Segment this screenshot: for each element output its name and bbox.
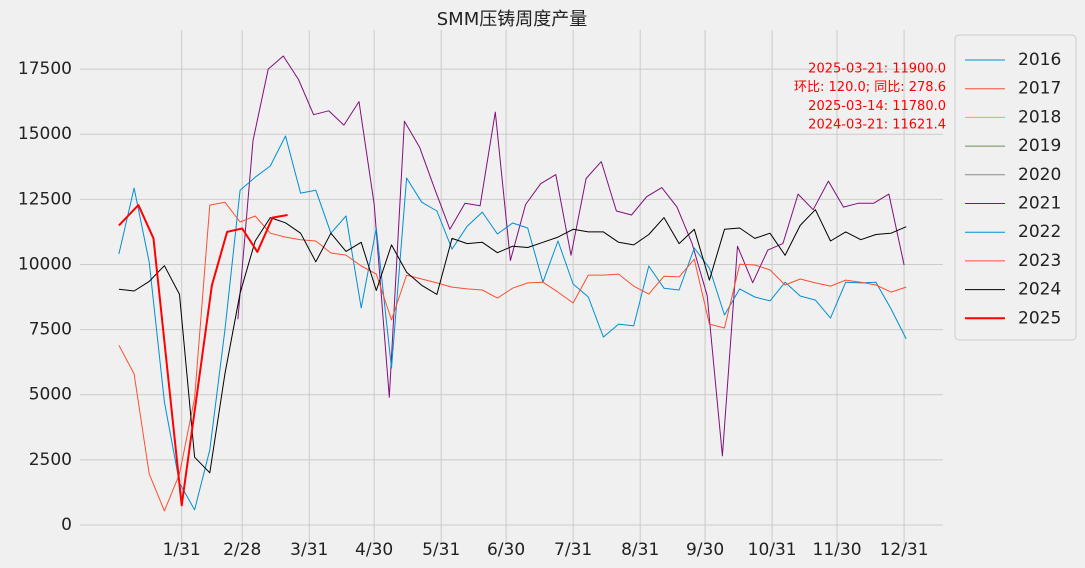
x-tick-label: 11/30: [813, 540, 862, 560]
legend-label: 2023: [1018, 251, 1061, 271]
legend-label: 2019: [1018, 136, 1061, 156]
legend-label: 2020: [1018, 165, 1061, 185]
x-tick-label: 3/31: [290, 540, 328, 560]
legend-label: 2017: [1018, 79, 1061, 99]
legend-box: [954, 34, 1077, 341]
legend-label: 2022: [1018, 222, 1061, 242]
y-tick-label: 2500: [29, 450, 72, 470]
legend-label: 2016: [1018, 50, 1061, 70]
x-tick-label: 8/31: [621, 540, 659, 560]
annotation: 2025-03-21: 11900.0: [808, 62, 946, 77]
x-tick-label: 10/31: [748, 540, 797, 560]
y-tick-label: 15000: [18, 124, 72, 144]
y-tick-label: 17500: [18, 59, 72, 79]
x-tick-label: 7/31: [554, 540, 592, 560]
y-tick-label: 10000: [18, 254, 72, 274]
annotation: 2024-03-21: 11621.4: [808, 118, 946, 133]
series-line: [118, 204, 288, 507]
x-tick-label: 9/30: [686, 540, 724, 560]
series-line: [237, 55, 905, 457]
x-tick-label: 12/31: [880, 540, 929, 560]
legend-label: 2024: [1018, 280, 1061, 300]
series-line: [118, 135, 907, 511]
y-tick-label: 12500: [18, 189, 72, 209]
x-tick-label: 5/31: [422, 540, 460, 560]
chart-title: SMM压铸周度产量: [437, 9, 588, 30]
legend-label: 2018: [1018, 107, 1061, 127]
x-tick-label: 6/30: [487, 540, 525, 560]
x-tick-label: 2/28: [223, 540, 261, 560]
legend-label: 2025: [1018, 308, 1061, 328]
y-tick-label: 7500: [29, 320, 72, 340]
y-tick-label: 5000: [29, 385, 72, 405]
annotation: 环比: 120.0; 同比: 278.6: [794, 80, 946, 95]
x-tick-label: 1/31: [163, 540, 201, 560]
y-tick-label: 0: [61, 515, 72, 535]
series-line: [118, 201, 907, 512]
annotation: 2025-03-14: 11780.0: [808, 99, 946, 114]
series-line: [118, 209, 907, 474]
x-tick-label: 4/30: [355, 540, 393, 560]
legend-label: 2021: [1018, 194, 1061, 214]
